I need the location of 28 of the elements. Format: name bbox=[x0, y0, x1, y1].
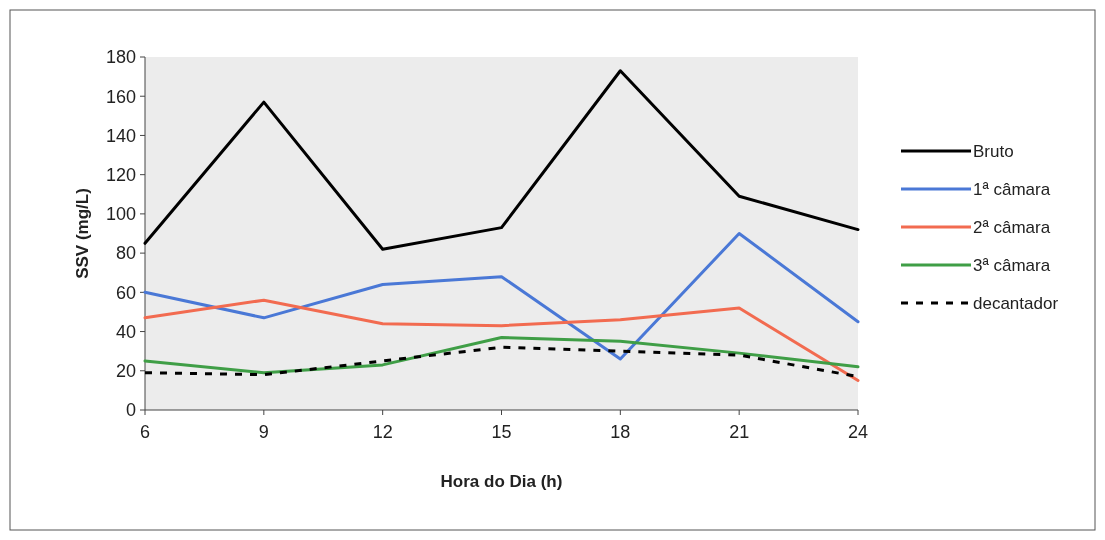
y-tick-label: 20 bbox=[115, 361, 136, 382]
y-tick-label: 100 bbox=[105, 204, 136, 225]
y-tick-label: 160 bbox=[105, 86, 136, 107]
x-tick-label: 24 bbox=[847, 422, 869, 442]
y-tick-label: 140 bbox=[105, 125, 136, 146]
line-series bbox=[143, 232, 860, 361]
x-axis-title: Hora do Dia (h) bbox=[440, 472, 563, 491]
y-axis-title: SSV (mg/L) bbox=[73, 188, 92, 279]
line-series bbox=[143, 69, 860, 251]
x-tick-label: 12 bbox=[372, 422, 393, 442]
legend-label: 3ª câmara bbox=[973, 255, 1051, 275]
legend-label: decantador bbox=[973, 293, 1059, 313]
legend-label: 2ª câmara bbox=[973, 217, 1051, 237]
line-series bbox=[143, 298, 860, 383]
y-tick-label: 40 bbox=[115, 321, 136, 342]
y-tick-label: 80 bbox=[115, 243, 136, 264]
y-tick-label: 180 bbox=[105, 47, 136, 68]
y-tick-label: 0 bbox=[125, 400, 136, 421]
legend-label: Bruto bbox=[973, 141, 1014, 161]
line-series bbox=[143, 335, 860, 375]
y-tick-label: 60 bbox=[115, 282, 136, 303]
x-tick-label: 21 bbox=[729, 422, 750, 442]
x-tick-label: 9 bbox=[258, 422, 269, 442]
legend-label: 1ª câmara bbox=[973, 179, 1051, 199]
x-tick-label: 15 bbox=[491, 422, 512, 442]
y-tick-label: 120 bbox=[105, 164, 136, 185]
x-tick-label: 18 bbox=[610, 422, 631, 442]
x-tick-label: 6 bbox=[139, 422, 151, 442]
